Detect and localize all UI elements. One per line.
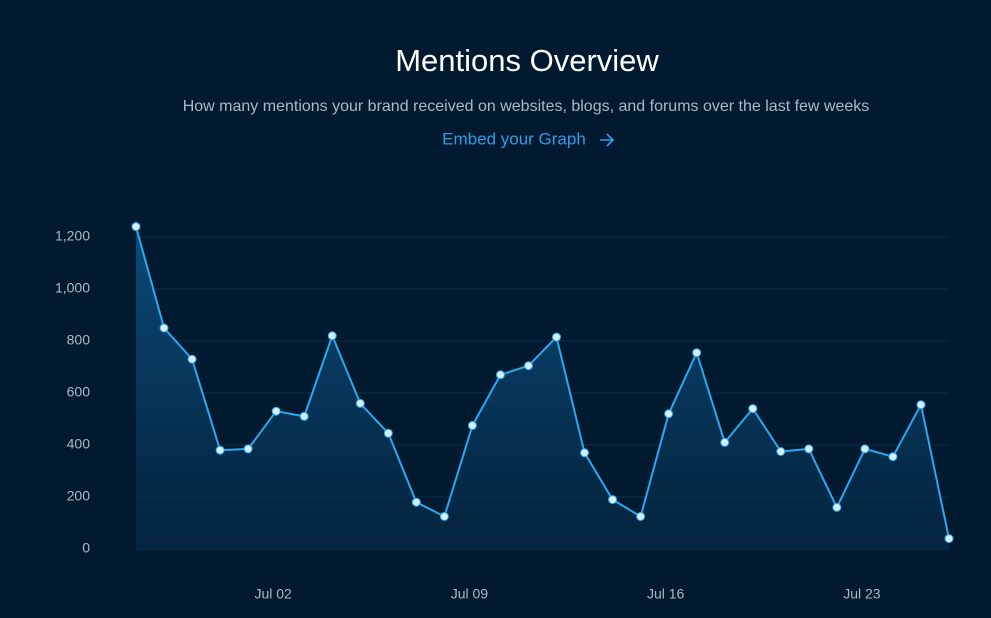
point	[860, 444, 870, 454]
embed-link[interactable]: Embed your Graph	[442, 129, 615, 148]
y-tick-label: 400	[67, 436, 91, 452]
point	[916, 400, 926, 410]
point	[271, 406, 281, 416]
point	[608, 495, 618, 505]
point	[439, 512, 449, 521]
y-tick-label: 0	[82, 540, 90, 556]
embed-link-text[interactable]: Embed your Graph	[442, 129, 586, 148]
arrow-icon[interactable]	[600, 133, 615, 147]
point	[720, 437, 730, 447]
point	[748, 404, 758, 414]
point	[411, 497, 421, 507]
point	[243, 444, 253, 454]
point	[467, 421, 477, 430]
x-tick-label: Jul 02	[254, 586, 292, 602]
point	[215, 445, 225, 455]
point	[131, 222, 141, 232]
y-tick-label: 1,000	[55, 280, 90, 296]
y-tick-label: 200	[67, 488, 91, 504]
point	[944, 534, 954, 544]
point	[299, 411, 309, 421]
plot: 0 200 400 600 800 1,000 1,200 Jul 02 Jul 09 Jul 1…	[55, 222, 954, 602]
title: Mentions Overview	[395, 43, 659, 78]
y-tick-label: 1,200	[55, 228, 90, 244]
point	[776, 447, 786, 456]
line	[135, 226, 950, 539]
point	[832, 502, 842, 512]
point	[804, 444, 814, 454]
point	[327, 331, 337, 341]
point	[552, 332, 562, 342]
y-tick-label: 600	[67, 384, 91, 400]
point	[355, 398, 365, 408]
point	[692, 348, 702, 358]
point	[187, 354, 197, 364]
point	[523, 361, 533, 371]
point	[636, 512, 646, 521]
point	[580, 448, 590, 458]
point	[383, 428, 393, 438]
x-tick-label: Jul 09	[451, 586, 489, 602]
point	[495, 370, 505, 380]
y-tick-label: 800	[67, 332, 91, 348]
x-tick-label: Jul 23	[843, 586, 881, 602]
point	[888, 452, 898, 462]
point	[159, 323, 169, 333]
point	[664, 409, 674, 419]
x-tick-label: Jul 16	[647, 586, 685, 602]
subtitle: How many mentions your brand received on…	[183, 98, 870, 115]
area	[136, 226, 949, 549]
